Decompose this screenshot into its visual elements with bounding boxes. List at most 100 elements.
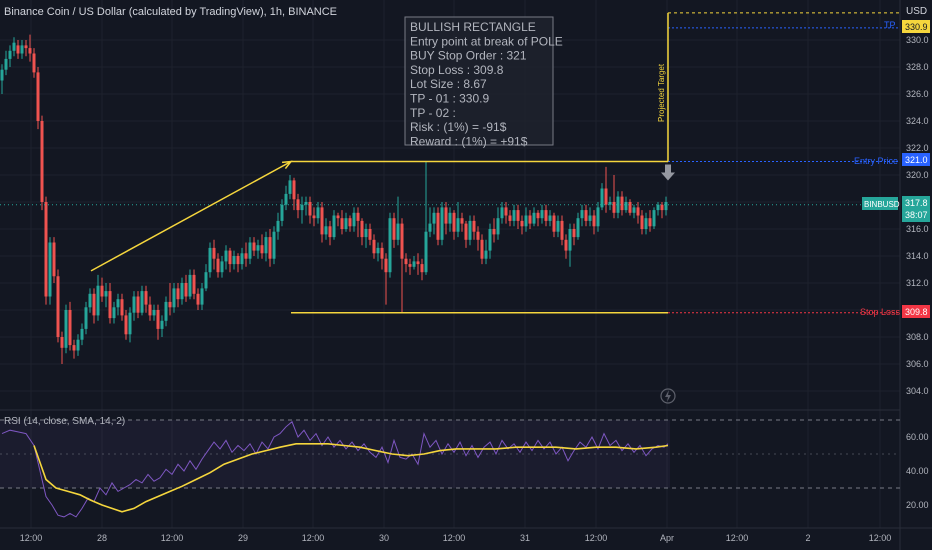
candle-body: [536, 212, 540, 219]
candle: [356, 207, 360, 238]
candle: [328, 220, 332, 246]
candle: [468, 215, 472, 246]
candle: [228, 247, 232, 273]
candle-body: [500, 207, 504, 219]
candle-body: [36, 72, 40, 121]
candle: [60, 331, 64, 364]
candle-body: [152, 310, 156, 316]
level-tp: TP 330.9: [884, 20, 930, 33]
candle-body: [4, 58, 8, 70]
candle-body: [136, 296, 140, 313]
candle-body: [64, 310, 68, 348]
candle-body: [32, 53, 36, 73]
price-tick-label: 308.0: [906, 332, 929, 342]
candle-body: [496, 218, 500, 235]
candle-body: [648, 218, 652, 227]
candle: [16, 40, 20, 59]
candle-body: [336, 215, 340, 219]
annotation-line: BULLISH RECTANGLE: [410, 20, 536, 34]
price-tick-label: 322.0: [906, 143, 929, 153]
candle-body: [392, 218, 396, 240]
candle: [572, 223, 576, 246]
candle: [500, 202, 504, 224]
candle-body: [388, 218, 392, 273]
candle-body: [332, 215, 336, 238]
candle: [400, 218, 404, 313]
candle-body: [548, 215, 552, 221]
candle: [248, 237, 252, 265]
annotation-line: Reward : (1%) = +91$: [410, 134, 528, 148]
price-tick-label: 320.0: [906, 170, 929, 180]
candle-body: [396, 223, 400, 240]
candle-body: [412, 261, 416, 267]
candle-body: [476, 231, 480, 240]
candle-body: [344, 218, 348, 229]
lightning-icon[interactable]: [660, 388, 676, 404]
candle-body: [156, 310, 160, 329]
annotation-line: Stop Loss : 309.8: [410, 63, 504, 77]
annotation-line: Risk : (1%) = -91$: [410, 120, 507, 134]
projected-target: Projected Target: [657, 63, 666, 122]
candle-body: [504, 207, 508, 216]
candle-body: [200, 288, 204, 305]
stop-label: Stop Loss: [860, 307, 901, 317]
candle-body: [416, 261, 420, 265]
candle-body: [560, 220, 564, 240]
candle-body: [360, 220, 364, 238]
candle-body: [652, 210, 656, 227]
currency-label: USD: [906, 6, 927, 17]
candle-body: [568, 229, 572, 251]
candle: [104, 283, 108, 308]
candle-body: [608, 202, 612, 205]
candle-body: [140, 291, 144, 313]
candle-body: [56, 276, 60, 337]
candle-body: [320, 207, 324, 235]
price-tick-label: 330.0: [906, 35, 929, 45]
rsi-tick-label: 60.00: [906, 432, 929, 442]
candle: [272, 226, 276, 265]
candle: [4, 50, 8, 76]
candle-body: [228, 250, 232, 265]
candle: [232, 250, 236, 270]
candle: [24, 40, 28, 57]
candle-body: [100, 285, 104, 297]
candle-body: [108, 291, 112, 319]
chart-title: Binance Coin / US Dollar (calculated by …: [4, 6, 337, 18]
time-tick-label: 29: [238, 533, 248, 543]
candle-body: [308, 202, 312, 216]
candle: [608, 196, 612, 211]
candle-body: [248, 242, 252, 259]
candle: [108, 283, 112, 324]
candle-body: [72, 345, 76, 351]
candle: [76, 334, 80, 356]
candle: [216, 253, 220, 278]
entry-badge-value: 321.0: [905, 155, 928, 165]
candle-body: [300, 204, 304, 211]
candle-body: [340, 218, 344, 229]
time-tick-label: 2: [805, 533, 810, 543]
annotation-box[interactable]: BULLISH RECTANGLE Entry point at break of…: [404, 16, 563, 148]
time-tick-label: 12:00: [20, 533, 43, 543]
candle-body: [44, 202, 48, 297]
candlestick-series: [0, 34, 668, 364]
candle-body: [464, 223, 468, 240]
candle: [600, 183, 604, 211]
rsi-sma-line: [33, 442, 669, 513]
candle-body: [488, 229, 492, 251]
candle-body: [48, 242, 52, 297]
candle-body: [212, 247, 216, 259]
pole-arrow: [90, 160, 292, 272]
level-entry: Entry Price 321.0: [854, 153, 930, 166]
candle-body: [232, 256, 236, 265]
candle-body: [304, 202, 308, 205]
candle-body: [144, 291, 148, 305]
candle: [508, 210, 512, 227]
candle: [368, 223, 372, 246]
tp-badge-value: 330.9: [905, 22, 928, 32]
candle: [656, 202, 660, 216]
drawing-overlays: [0, 12, 900, 314]
candle: [96, 274, 100, 321]
candle-body: [196, 293, 200, 305]
